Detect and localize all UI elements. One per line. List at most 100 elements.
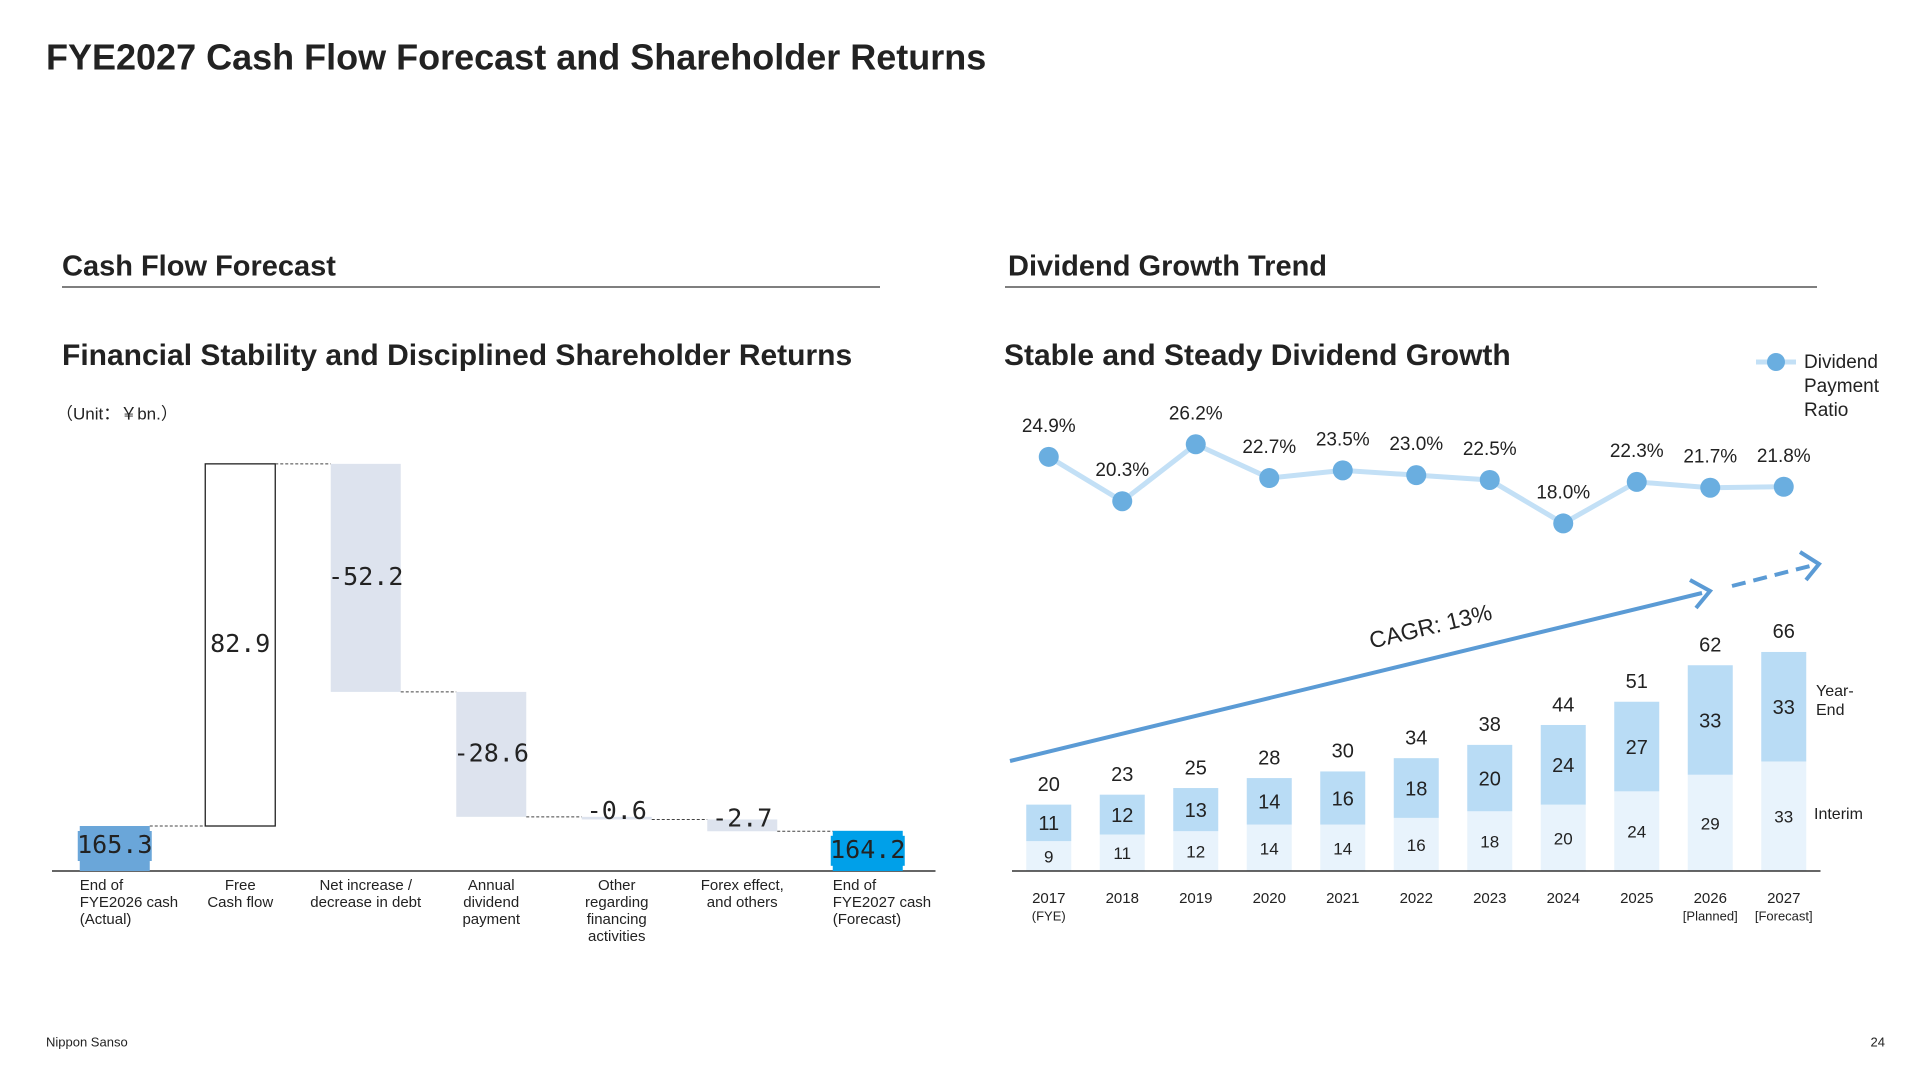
line-marker [1259,468,1280,489]
x-tick-label: End of [80,877,124,894]
bar-label: 24 [1552,755,1574,777]
cagr-arrowhead [1689,578,1714,610]
bar-label: 20 [1554,829,1573,848]
bar [1246,778,1292,825]
x-tick-label: dividend [463,894,519,911]
bar-label: 11 [1113,844,1131,863]
bar [1393,817,1439,871]
total-label: 25 [1185,757,1207,779]
bar-label: 29 [1701,814,1720,833]
x-tick-label: (Forecast) [833,911,901,928]
bar-label: 18 [1480,833,1499,852]
bar [1467,744,1513,812]
total-label: 28 [1258,747,1280,769]
x-tick-label: 2025 [1620,890,1653,907]
line-marker [1626,471,1647,492]
line-label: 21.7% [1683,447,1737,468]
x-tick-label: decrease in debt [310,894,422,911]
x-tick-label: Forex effect, [701,877,784,894]
footer-company: Nippon Sanso [46,1034,128,1049]
bar-label: 14 [1260,839,1279,858]
bar [1246,824,1292,871]
bar-label: 13 [1185,800,1207,822]
value-label: 164.2 [830,835,905,864]
x-tick-label: 2020 [1253,890,1286,907]
x-tick-label: Annual [468,877,515,894]
label-box [830,835,905,866]
bar [330,463,401,692]
bar [456,691,527,817]
slide-title: FYE2027 Cash Flow Forecast and Sharehold… [46,37,986,78]
bar [1026,841,1072,871]
bar [1320,771,1366,825]
bar [1026,804,1072,842]
total-label: 30 [1332,741,1354,763]
bar-label: 33 [1774,808,1793,827]
bar [1540,804,1586,871]
x-tick-label: FYE2026 cash [80,894,178,911]
value-label: -28.6 [454,738,529,767]
value-label: -0.6 [587,796,647,825]
total-label: 44 [1552,694,1574,716]
bar [707,819,778,832]
label-box [77,831,152,862]
bar-label: 16 [1407,836,1426,855]
bar [1687,774,1733,871]
legend-marker [1767,353,1785,371]
bar [1393,758,1439,818]
x-tick-label: [Forecast] [1755,908,1813,923]
value-label: -52.2 [328,562,403,591]
x-tick-label: activities [588,928,646,945]
total-label: 38 [1479,714,1501,736]
bar [1614,701,1660,792]
line-marker [1332,460,1353,481]
bar [1467,811,1513,871]
x-tick-label: payment [462,911,520,928]
bar-label: 12 [1111,805,1133,827]
bar [1614,791,1660,871]
cagr-label: CAGR: 13% [1367,599,1495,654]
x-tick-label: 2017 [1032,890,1065,907]
line-label: 22.3% [1610,441,1664,462]
bar-label: 14 [1333,839,1352,858]
x-tick-label: FYE2027 cash [833,894,931,911]
x-tick-label: End of [833,877,877,894]
total-label: 34 [1405,727,1427,749]
total-label: 23 [1111,764,1133,786]
bar-label: 24 [1627,823,1646,842]
x-tick-label: Cash flow [207,894,273,911]
bar-label: 27 [1626,737,1648,759]
x-tick-label: 2022 [1400,890,1433,907]
line-marker [1112,491,1133,512]
cagr-arrow [1009,591,1703,763]
x-tick-label: 2023 [1473,890,1506,907]
bar-label: 18 [1405,778,1427,800]
line-marker [1406,465,1427,486]
line-label: 24.9% [1022,416,1076,437]
bar-label: 12 [1186,843,1205,862]
line-label: 22.5% [1463,439,1517,460]
line-label: 18.0% [1536,482,1590,503]
section-heading: Cash Flow Forecast [62,251,336,283]
x-tick-label: Free [225,877,256,894]
line-label: 23.5% [1316,429,1370,450]
cagr-arrowhead [1798,550,1822,582]
chart-title: Stable and Steady Dividend Growth [1004,339,1511,372]
line-label: 20.3% [1095,460,1149,481]
bar [1320,824,1366,871]
bar-label: 14 [1258,792,1280,814]
bar-label: 33 [1773,697,1795,719]
legend-label: Year-End [1816,683,1854,719]
line-label: 22.7% [1242,437,1296,458]
x-tick-label: 2024 [1547,890,1580,907]
section-heading: Dividend Growth Trend [1008,251,1327,283]
line-marker [1185,434,1206,455]
page-number: 24 [1871,1034,1885,1049]
line-marker [1038,446,1059,467]
line-marker [1773,476,1794,497]
line-marker [1479,469,1500,490]
line-label: 21.8% [1757,446,1811,467]
legend-label: Interim [1814,806,1863,823]
